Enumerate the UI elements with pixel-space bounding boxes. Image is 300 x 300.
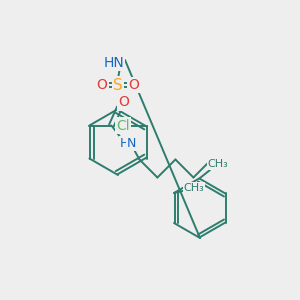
Text: H: H	[120, 137, 129, 150]
Text: O: O	[129, 78, 140, 92]
Text: O: O	[97, 78, 107, 92]
Text: S: S	[113, 77, 123, 92]
Text: CH₃: CH₃	[184, 183, 204, 193]
Text: N: N	[127, 137, 136, 150]
Text: Cl: Cl	[116, 118, 129, 133]
Text: HN: HN	[103, 56, 124, 70]
Text: CH₃: CH₃	[208, 159, 228, 169]
Text: O: O	[118, 95, 129, 110]
